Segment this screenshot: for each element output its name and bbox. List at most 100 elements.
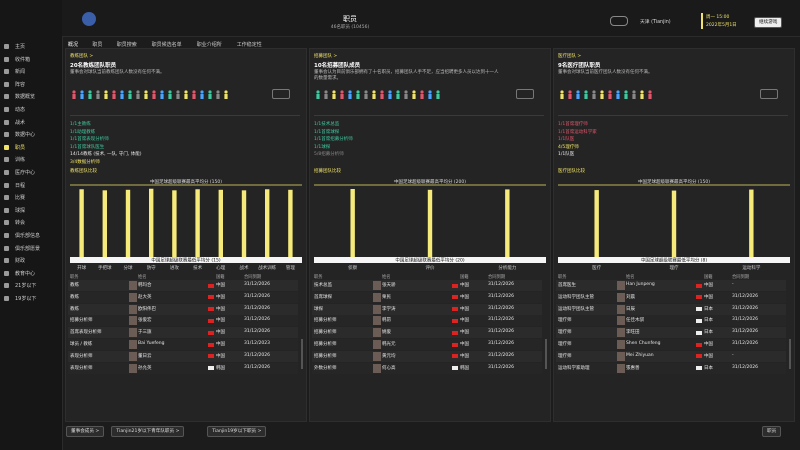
- footer-button[interactable]: Tianjin21岁以下青年队职员 >: [111, 426, 185, 437]
- table-row[interactable]: [556, 280, 786, 291]
- table-row[interactable]: [312, 315, 542, 327]
- section-link[interactable]: 教练团队 >: [70, 54, 94, 59]
- table-row[interactable]: [68, 291, 298, 303]
- nav-item[interactable]: 俱乐部愿景: [4, 244, 60, 255]
- staff-icon: [168, 90, 172, 94]
- table-cell: 中国: [704, 283, 713, 288]
- section-link[interactable]: 医疗团队 >: [558, 54, 582, 59]
- table-cell: 日本: [704, 318, 713, 324]
- table-row[interactable]: [68, 280, 298, 291]
- table-row[interactable]: [556, 315, 786, 327]
- team-name[interactable]: 天津 (Tianjin): [640, 20, 671, 25]
- avatar: [373, 340, 381, 349]
- nav-item[interactable]: 新闻: [4, 67, 60, 78]
- section-desc: 董事会对球队当前医疗团队人数没有任何不满。: [558, 70, 653, 75]
- nav-item[interactable]: 日程: [4, 181, 60, 192]
- avatar: [617, 304, 625, 314]
- nav-item[interactable]: 医疗中心: [4, 168, 60, 179]
- table-row[interactable]: [68, 350, 298, 362]
- tab[interactable]: 职员: [92, 42, 103, 48]
- nav-item[interactable]: 19岁以下: [4, 294, 60, 305]
- table-row[interactable]: [312, 280, 542, 291]
- nav-item[interactable]: 训练: [4, 155, 60, 166]
- table-cell: 31/12/2026: [732, 329, 758, 335]
- flag: [208, 342, 214, 347]
- nav-item[interactable]: 收件箱: [4, 55, 60, 66]
- tab[interactable]: 工作稳定性: [236, 42, 262, 48]
- table-row[interactable]: [68, 339, 298, 350]
- table-row[interactable]: [556, 362, 786, 374]
- staff-icons: [316, 90, 440, 99]
- staff-icon: [576, 90, 580, 94]
- nav-item[interactable]: 财政: [4, 256, 60, 267]
- staff-icon: [80, 94, 84, 99]
- footer-button[interactable]: Tianjin19岁以下职员 >: [207, 426, 267, 437]
- table-row[interactable]: [312, 303, 542, 315]
- nav-item[interactable]: 数据中心: [4, 130, 60, 141]
- comparison-chart: 中国足球超级联赛最高平均分 (150) 开球 手把球 分球 防守 进攻 技术 心理 战术 战术训练…: [70, 178, 302, 271]
- nav-item[interactable]: 动态: [4, 105, 60, 116]
- nav-item[interactable]: 战术: [4, 118, 60, 129]
- footer-right-button[interactable]: 职员: [762, 426, 782, 437]
- table-cell: 外数分析师: [314, 365, 337, 371]
- nav-item[interactable]: 数据概览: [4, 92, 60, 103]
- staff-panel: 医疗团队 > 9名医疗团队职员 董事会对球队当前医疗团队人数没有任何不满。 1/1首席…: [553, 48, 795, 422]
- nav-item[interactable]: 球探: [4, 206, 60, 217]
- nav-item[interactable]: 职员: [4, 143, 60, 154]
- table-cell: 教练: [70, 294, 79, 300]
- table-row[interactable]: [556, 339, 786, 350]
- role-count: 1/1首席运动科学家: [558, 129, 597, 135]
- section-title: 20名教练团队职员: [70, 63, 117, 69]
- table-row[interactable]: [312, 327, 542, 339]
- staff-icon: [112, 94, 116, 99]
- nav-item[interactable]: 比赛: [4, 193, 60, 204]
- nav-item[interactable]: 主页: [4, 42, 60, 53]
- table-row[interactable]: [68, 327, 298, 339]
- dropdown[interactable]: [516, 89, 534, 99]
- footer-button[interactable]: 董事会成员 >: [66, 426, 105, 437]
- table-row[interactable]: [312, 362, 542, 374]
- table-row[interactable]: [68, 303, 298, 315]
- table-row[interactable]: [312, 350, 542, 362]
- dropdown[interactable]: [272, 89, 290, 99]
- nav-item[interactable]: 俱乐部信息: [4, 231, 60, 242]
- table-row[interactable]: [556, 291, 786, 303]
- nav-label: 主页: [15, 44, 26, 50]
- comparison-chart: 中国足球超级联赛最高平均分 (200) 侦察 评价 分析能力 中国足球超级联赛最低平均分…: [314, 178, 546, 271]
- flag: [452, 354, 458, 359]
- staff-icon: [104, 94, 108, 99]
- table-row[interactable]: [68, 362, 298, 374]
- staff-icon: [624, 90, 628, 94]
- nav-item[interactable]: 21岁以下: [4, 281, 60, 292]
- nav-icon: [4, 144, 9, 150]
- avatar: [129, 281, 137, 290]
- table-row[interactable]: [312, 339, 542, 350]
- staff-icon: [404, 94, 408, 99]
- bar: [427, 189, 433, 257]
- nav-item[interactable]: 转会: [4, 218, 60, 229]
- table-cell: 31/12/2026: [488, 352, 514, 358]
- bar-category: 手把球: [98, 264, 112, 271]
- icon-button[interactable]: [610, 16, 628, 26]
- staff-icon: [364, 94, 368, 99]
- table-row[interactable]: [556, 327, 786, 339]
- table-row[interactable]: [556, 303, 786, 315]
- section-link[interactable]: 招募团队 >: [314, 54, 338, 59]
- role-count: 1/1主教练: [70, 122, 91, 127]
- table-row[interactable]: [68, 315, 298, 327]
- staff-icon: [112, 90, 116, 94]
- flag: [452, 330, 458, 335]
- continue-button[interactable]: 继续游戏: [754, 17, 783, 28]
- avatar: [617, 363, 625, 373]
- tab[interactable]: 职业介绍所: [196, 42, 222, 48]
- nav-label: 球探: [15, 207, 26, 214]
- table-row[interactable]: [556, 350, 786, 362]
- tab[interactable]: 职员搜索: [116, 42, 137, 48]
- nav-item[interactable]: 阵容: [4, 80, 60, 91]
- dropdown[interactable]: [760, 89, 778, 99]
- tab[interactable]: 职员候选名单: [151, 42, 182, 48]
- table-row[interactable]: [312, 291, 542, 303]
- bar-category: 开球: [77, 264, 86, 271]
- nav-item[interactable]: 教育中心: [4, 269, 60, 280]
